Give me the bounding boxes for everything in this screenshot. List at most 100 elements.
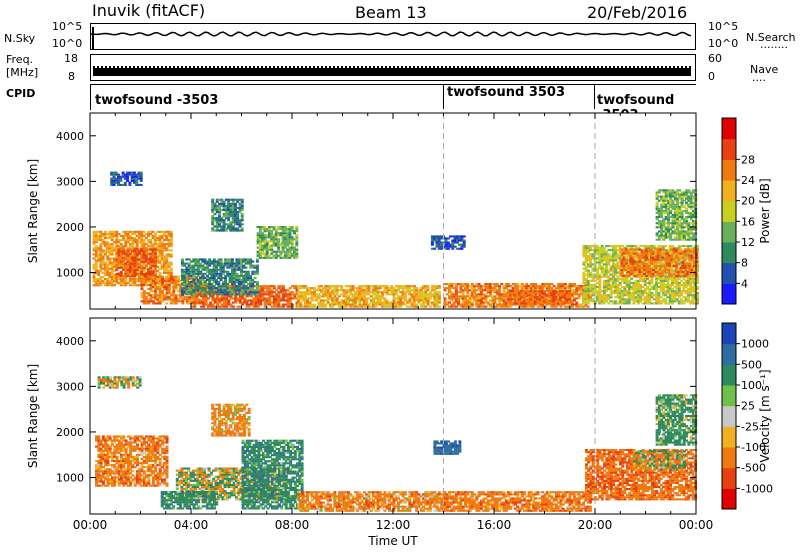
range-gate-cell: [236, 215, 240, 218]
range-gate-cell: [376, 297, 380, 300]
range-gate-cell: [440, 245, 443, 248]
range-gate-cell: [140, 239, 144, 242]
range-gate-cell: [632, 300, 636, 303]
range-gate-cell: [147, 270, 151, 273]
range-gate-cell: [293, 232, 296, 235]
range-gate-cell: [671, 245, 674, 248]
range-gate-cell: [625, 281, 629, 284]
range-gate-cell: [254, 297, 258, 300]
range-gate-cell: [392, 299, 396, 302]
range-gate-cell: [201, 293, 205, 296]
range-gate-cell: [430, 237, 434, 240]
range-gate-cell: [254, 303, 258, 306]
range-gate-cell: [598, 267, 602, 270]
range-gate-cell: [250, 299, 254, 302]
range-gate-cell: [99, 245, 103, 248]
range-gate-cell: [671, 292, 674, 295]
range-gate-cell: [119, 175, 123, 178]
range-gate-cell: [577, 293, 581, 296]
range-gate-cell: [265, 246, 269, 249]
range-gate-cell: [491, 283, 495, 286]
range-gate-cell: [673, 281, 677, 284]
range-gate-cell: [149, 248, 153, 251]
range-gate-cell: [598, 263, 602, 266]
range-gate-cell: [197, 291, 201, 294]
range-gate-cell: [94, 237, 98, 240]
range-gate-cell: [464, 283, 467, 286]
range-gate-cell: [641, 292, 645, 295]
range-gate-cell: [241, 297, 244, 300]
range-gate-cell: [415, 293, 419, 296]
range-gate-cell: [211, 303, 215, 306]
range-gate-cell: [611, 283, 615, 286]
range-gate-cell: [331, 291, 335, 294]
range-gate-cell: [122, 237, 126, 240]
range-gate-cell: [241, 301, 244, 304]
range-gate-cell: [183, 274, 187, 277]
range-gate-cell: [163, 279, 167, 282]
range-gate-cell: [135, 247, 139, 250]
range-gate-cell: [167, 290, 171, 293]
range-gate-cell: [504, 283, 508, 286]
range-gate-cell: [221, 272, 225, 275]
range-gate-cell: [563, 294, 567, 297]
range-gate-cell: [193, 295, 197, 298]
range-gate-cell: [293, 295, 297, 298]
range-gate-cell: [194, 262, 198, 265]
range-gate-cell: [641, 302, 645, 305]
range-gate-cell: [611, 251, 615, 254]
range-gate-cell: [682, 277, 686, 280]
nave-label: Nave: [750, 63, 779, 76]
range-gate-cell: [598, 290, 602, 293]
range-gate-cell: [249, 278, 253, 281]
range-gate-cell: [259, 303, 263, 306]
range-gate-cell: [121, 171, 125, 174]
range-gate-cell: [616, 249, 620, 252]
range-gate-cell: [263, 248, 267, 251]
range-gate-cell: [433, 247, 437, 250]
range-gate-cell: [233, 278, 237, 281]
range-gate-cell: [561, 287, 565, 290]
range-gate-cell: [557, 283, 561, 286]
range-gate-cell: [253, 276, 257, 279]
range-gate-cell: [609, 245, 613, 248]
range-gate-cell: [484, 293, 488, 296]
range-gate-cell: [237, 281, 241, 284]
range-gate-cell: [582, 305, 586, 308]
range-gate-cell: [650, 245, 654, 248]
range-gate-cell: [627, 286, 631, 289]
range-gate-cell: [142, 241, 146, 244]
range-gate-cell: [549, 292, 553, 295]
range-gate-cell: [213, 204, 217, 207]
range-gate-cell: [259, 295, 263, 298]
range-gate-cell: [495, 285, 499, 288]
range-gate-cell: [161, 290, 164, 293]
range-gate-cell: [378, 301, 382, 304]
range-gate-cell: [598, 253, 602, 256]
range-gate-cell: [301, 285, 305, 288]
range-gate-cell: [495, 303, 499, 306]
range-gate-cell: [133, 250, 137, 253]
range-gate-cell: [374, 295, 378, 298]
range-gate-cell: [270, 250, 274, 253]
range-gate-cell: [582, 281, 586, 284]
range-gate-cell: [194, 283, 198, 286]
range-gate-cell: [218, 221, 221, 224]
range-gate-cell: [215, 272, 218, 275]
range-gate-cell: [643, 277, 647, 280]
range-gate-cell: [378, 291, 382, 294]
range-gate-cell: [236, 211, 240, 214]
range-gate-cell: [652, 302, 656, 305]
range-gate-cell: [602, 281, 606, 284]
range-gate-cell: [491, 287, 495, 290]
range-gate-cell: [682, 288, 686, 291]
range-gate-cell: [607, 281, 611, 284]
range-gate-cell: [142, 275, 146, 278]
range-gate-cell: [123, 173, 127, 176]
range-gate-cell: [584, 273, 588, 276]
range-gate-cell: [303, 299, 307, 302]
range-gate-cell: [454, 295, 458, 298]
range-gate-cell: [464, 305, 467, 308]
range-gate-cell: [160, 259, 164, 262]
range-gate-cell: [242, 258, 246, 261]
